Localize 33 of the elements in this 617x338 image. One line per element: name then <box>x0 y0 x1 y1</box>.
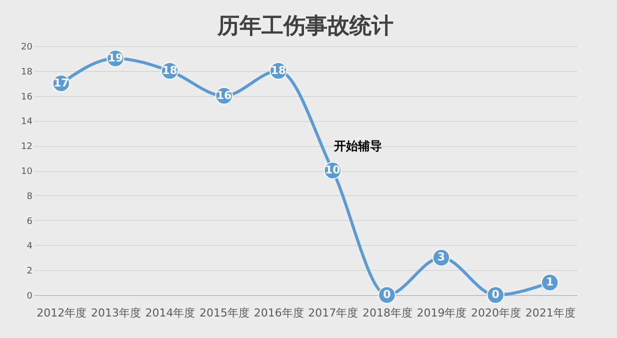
data-label: 10 <box>324 164 341 176</box>
data-label: 1 <box>546 276 554 289</box>
data-label: 18 <box>162 64 178 77</box>
x-tick-label: 2013年度 <box>90 306 141 320</box>
data-label: 0 <box>383 288 392 301</box>
x-tick-label: 2016年度 <box>254 306 304 320</box>
y-tick-label: 2 <box>26 266 32 277</box>
x-tick-label: 2021年度 <box>525 306 576 320</box>
y-tick-label: 6 <box>26 216 33 227</box>
x-tick-label: 2018年度 <box>362 306 412 320</box>
y-tick-label: 16 <box>21 92 33 102</box>
data-label: 18 <box>270 64 286 77</box>
x-tick-label: 2017年度 <box>308 306 358 320</box>
data-label: 3 <box>437 250 446 264</box>
y-tick-label: 4 <box>26 242 33 252</box>
y-tick-label: 14 <box>21 117 33 128</box>
x-tick-label: 2019年度 <box>416 306 467 320</box>
chart-title: 历年工伤事故统计 <box>216 13 394 39</box>
y-tick-label: 0 <box>26 292 33 302</box>
data-label: 19 <box>108 51 124 64</box>
x-tick-label: 2012年度 <box>36 306 87 320</box>
x-tick-label: 2014年度 <box>145 306 196 320</box>
y-tick-label: 20 <box>21 42 33 52</box>
x-tick-label: 2015年度 <box>200 306 250 320</box>
data-label: 0 <box>492 288 500 301</box>
y-tick-label: 12 <box>21 142 32 152</box>
y-tick-label: 8 <box>26 192 33 202</box>
y-tick-label: 10 <box>21 167 33 177</box>
data-label: 17 <box>53 76 69 90</box>
data-label: 16 <box>216 88 232 102</box>
x-tick-label: 2020年度 <box>471 306 522 320</box>
annotation: 开始辅导 <box>333 139 382 153</box>
y-tick-label: 18 <box>21 67 33 78</box>
